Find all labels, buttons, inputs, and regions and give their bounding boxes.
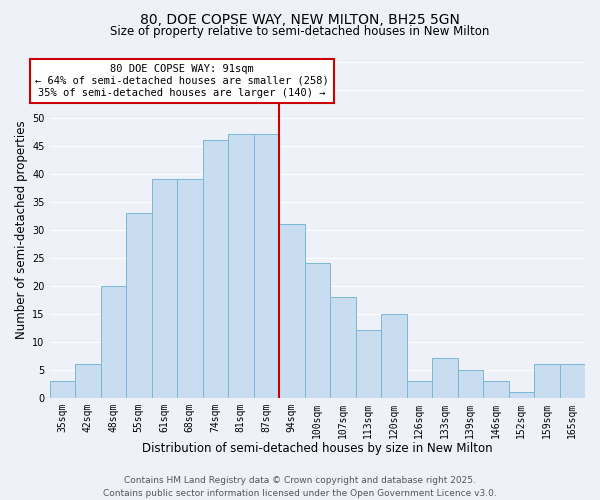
- Bar: [254, 134, 279, 398]
- Bar: [228, 134, 254, 398]
- X-axis label: Distribution of semi-detached houses by size in New Milton: Distribution of semi-detached houses by …: [142, 442, 493, 455]
- Bar: [101, 286, 126, 398]
- Bar: [330, 297, 356, 398]
- Bar: [203, 140, 228, 398]
- Text: 80 DOE COPSE WAY: 91sqm
← 64% of semi-detached houses are smaller (258)
35% of s: 80 DOE COPSE WAY: 91sqm ← 64% of semi-de…: [35, 64, 329, 98]
- Y-axis label: Number of semi-detached properties: Number of semi-detached properties: [15, 120, 28, 339]
- Bar: [381, 314, 407, 398]
- Bar: [432, 358, 458, 398]
- Text: 80, DOE COPSE WAY, NEW MILTON, BH25 5GN: 80, DOE COPSE WAY, NEW MILTON, BH25 5GN: [140, 12, 460, 26]
- Bar: [279, 224, 305, 398]
- Text: Contains HM Land Registry data © Crown copyright and database right 2025.
Contai: Contains HM Land Registry data © Crown c…: [103, 476, 497, 498]
- Bar: [560, 364, 585, 398]
- Bar: [126, 213, 152, 398]
- Bar: [152, 179, 177, 398]
- Bar: [483, 381, 509, 398]
- Bar: [177, 179, 203, 398]
- Bar: [509, 392, 534, 398]
- Bar: [75, 364, 101, 398]
- Text: Size of property relative to semi-detached houses in New Milton: Size of property relative to semi-detach…: [110, 25, 490, 38]
- Bar: [356, 330, 381, 398]
- Bar: [458, 370, 483, 398]
- Bar: [407, 381, 432, 398]
- Bar: [50, 381, 75, 398]
- Bar: [534, 364, 560, 398]
- Bar: [305, 263, 330, 398]
